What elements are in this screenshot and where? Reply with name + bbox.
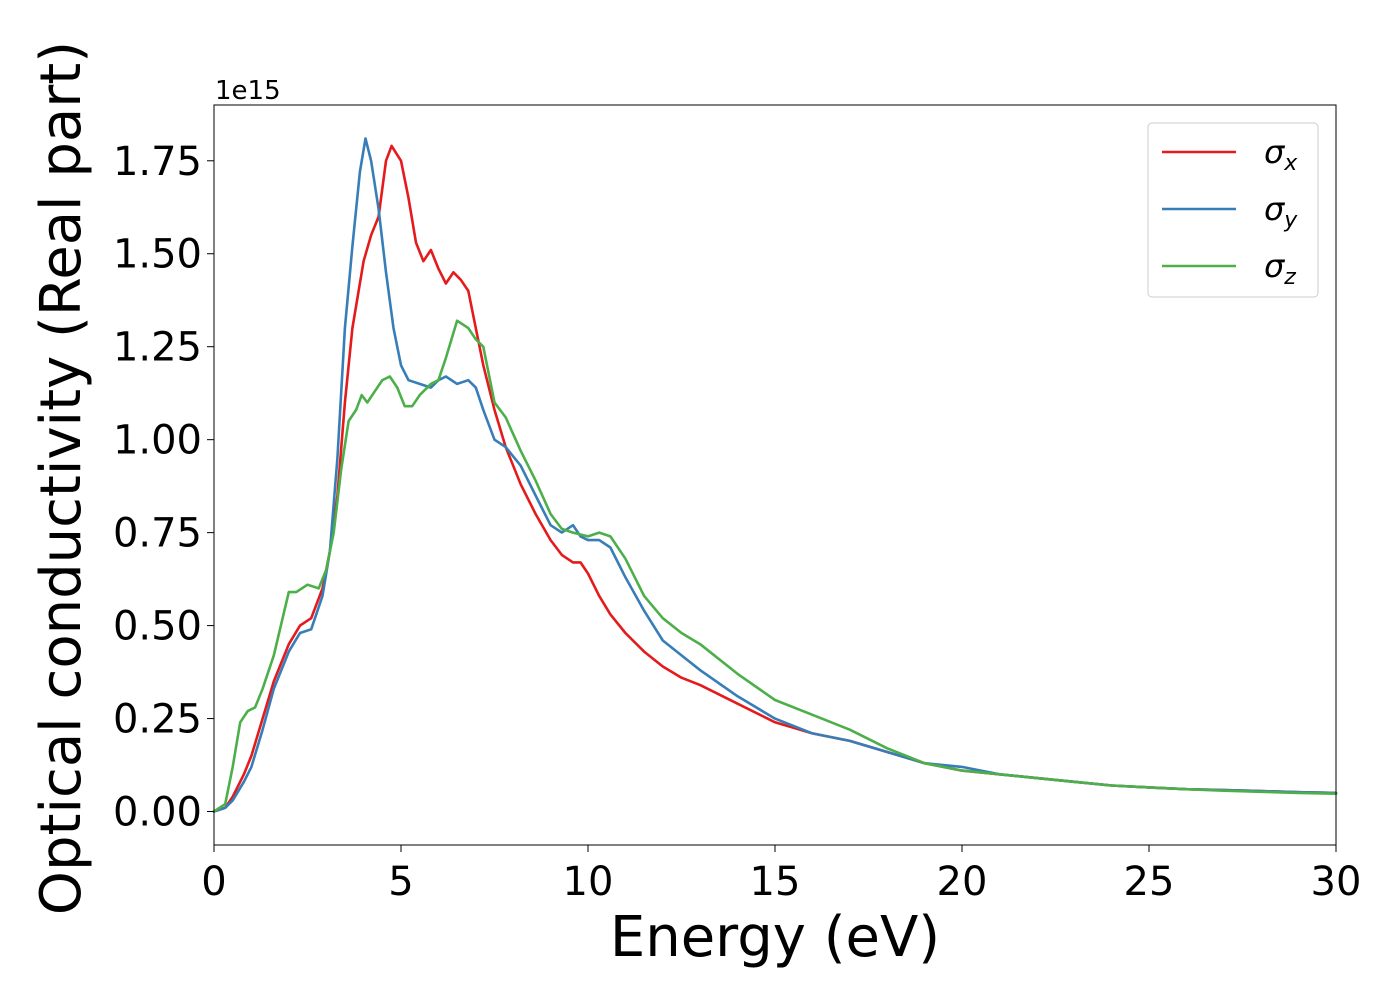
y-tick-label: 1.50: [113, 232, 202, 278]
x-axis-ticks: 0 5 10 15 20 25 30: [201, 845, 1361, 905]
y-axis-ticks: 0.00 0.25 0.50 0.75 1.00 1.25 1.50 1.75: [113, 139, 214, 836]
x-tick-label: 15: [750, 859, 801, 905]
y-tick-label: 1.00: [113, 418, 202, 464]
y-axis-label: Optical conductivity (Real part): [29, 41, 94, 915]
legend-label-x: σx: [1264, 133, 1298, 176]
x-tick-label: 30: [1311, 859, 1362, 905]
y-tick-label: 0.00: [113, 790, 202, 836]
x-tick-label: 5: [388, 859, 413, 905]
x-tick-label: 0: [201, 859, 226, 905]
y-tick-label: 0.50: [113, 604, 202, 650]
x-tick-label: 25: [1124, 859, 1175, 905]
y-tick-label: 0.75: [113, 511, 202, 557]
x-tick-label: 10: [563, 859, 614, 905]
x-tick-label: 20: [937, 859, 988, 905]
y-offset-label: 1e15: [215, 76, 281, 106]
y-tick-label: 1.25: [113, 325, 202, 371]
legend-label-y: σy: [1264, 190, 1298, 233]
y-tick-label: 1.75: [113, 139, 202, 185]
series-line-z: [212, 319, 1338, 813]
legend: σx σy σz: [1147, 122, 1319, 298]
y-tick-label: 0.25: [113, 697, 202, 743]
legend-label-z: σz: [1264, 247, 1296, 290]
x-axis-label: Energy (eV): [610, 905, 940, 970]
series-lines: [212, 137, 1338, 813]
series-line-y: [212, 137, 1338, 813]
